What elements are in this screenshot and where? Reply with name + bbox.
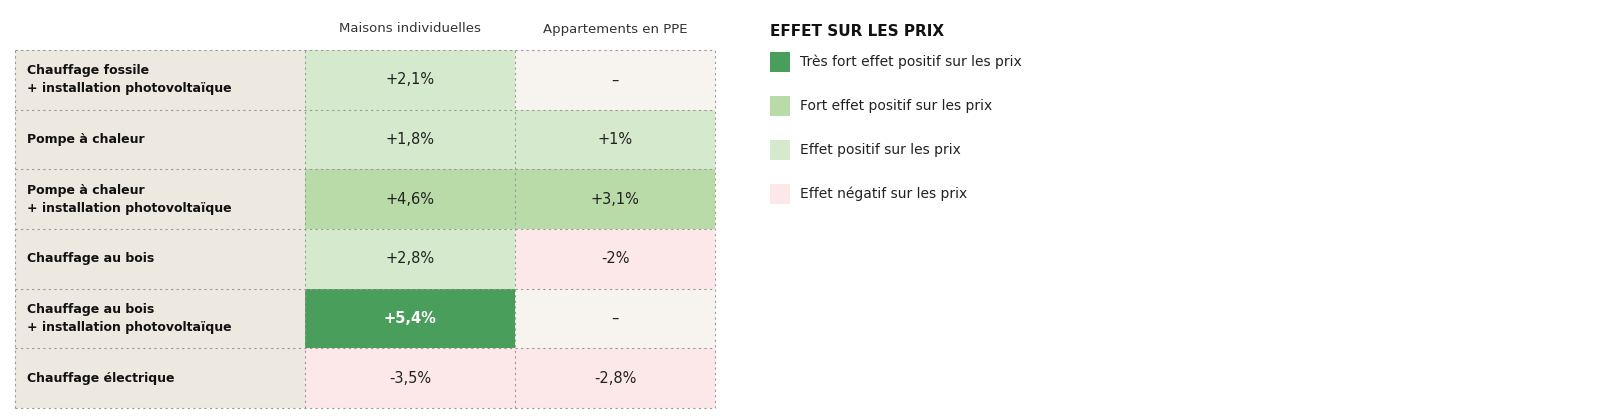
Text: Pompe à chaleur
+ installation photovoltaïque: Pompe à chaleur + installation photovolt… bbox=[28, 184, 232, 215]
Text: Maisons individuelles: Maisons individuelles bbox=[339, 22, 481, 35]
Text: Pompe à chaleur: Pompe à chaleur bbox=[28, 133, 144, 146]
Bar bbox=[15, 348, 305, 408]
Bar bbox=[15, 289, 305, 348]
Text: EFFET SUR LES PRIX: EFFET SUR LES PRIX bbox=[770, 24, 944, 39]
Text: Fort effet positif sur les prix: Fort effet positif sur les prix bbox=[800, 99, 991, 113]
Bar bbox=[15, 110, 305, 169]
Text: –: – bbox=[611, 72, 619, 87]
Text: Très fort effet positif sur les prix: Très fort effet positif sur les prix bbox=[800, 55, 1022, 69]
Text: -2,8%: -2,8% bbox=[595, 371, 637, 386]
Bar bbox=[770, 52, 791, 72]
Bar bbox=[305, 110, 515, 169]
Text: +1,8%: +1,8% bbox=[386, 132, 434, 147]
Text: Chauffage fossile
+ installation photovoltaïque: Chauffage fossile + installation photovo… bbox=[28, 64, 232, 95]
Bar bbox=[305, 169, 515, 229]
Text: Effet négatif sur les prix: Effet négatif sur les prix bbox=[800, 187, 967, 201]
Bar bbox=[770, 184, 791, 204]
Text: -3,5%: -3,5% bbox=[389, 371, 431, 386]
Bar bbox=[515, 229, 714, 289]
Text: +2,1%: +2,1% bbox=[386, 72, 434, 87]
Bar bbox=[515, 348, 714, 408]
Bar bbox=[770, 96, 791, 116]
Text: –: – bbox=[611, 311, 619, 326]
Bar bbox=[15, 169, 305, 229]
Text: -2%: -2% bbox=[601, 251, 629, 266]
Bar bbox=[515, 289, 714, 348]
Bar bbox=[770, 140, 791, 160]
Bar bbox=[15, 229, 305, 289]
Bar bbox=[305, 348, 515, 408]
Bar bbox=[305, 50, 515, 110]
Text: Chauffage au bois: Chauffage au bois bbox=[28, 253, 154, 265]
Bar bbox=[15, 50, 305, 110]
Text: Effet positif sur les prix: Effet positif sur les prix bbox=[800, 143, 961, 157]
Bar bbox=[305, 289, 515, 348]
Bar bbox=[305, 229, 515, 289]
Text: +4,6%: +4,6% bbox=[386, 192, 434, 207]
Text: +2,8%: +2,8% bbox=[386, 251, 434, 266]
Bar bbox=[515, 169, 714, 229]
Text: +3,1%: +3,1% bbox=[591, 192, 640, 207]
Text: +1%: +1% bbox=[598, 132, 632, 147]
Bar bbox=[515, 110, 714, 169]
Bar bbox=[515, 50, 714, 110]
Text: Appartements en PPE: Appartements en PPE bbox=[543, 22, 687, 35]
Text: +5,4%: +5,4% bbox=[384, 311, 436, 326]
Text: Chauffage au bois
+ installation photovoltaïque: Chauffage au bois + installation photovo… bbox=[28, 303, 232, 334]
Text: Chauffage électrique: Chauffage électrique bbox=[28, 371, 175, 385]
